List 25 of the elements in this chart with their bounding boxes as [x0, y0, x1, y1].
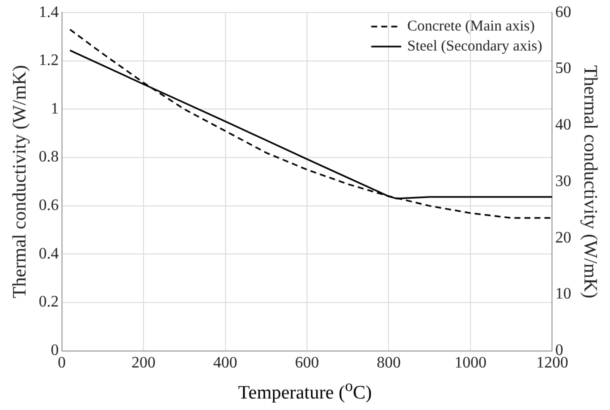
y2-tick-label: 30	[555, 172, 572, 190]
y2-tick-label: 40	[555, 116, 572, 134]
y2-tick-label: 60	[555, 4, 572, 21]
y-tick-label: 0.6	[38, 197, 59, 214]
x-tick-label: 1200	[536, 354, 568, 372]
x-tick-label: 400	[213, 354, 238, 372]
legend-label: Steel (Secondary axis)	[407, 38, 542, 55]
y-tick-label: 0.2	[38, 294, 59, 311]
y2-axis-title: Thermal conductivity (W/mK)	[580, 65, 601, 298]
x-tick-label: 1000	[454, 354, 486, 372]
x-tick-label: 600	[295, 354, 319, 372]
y2-tick-label: 20	[555, 229, 572, 246]
y-tick-label: 0.8	[38, 148, 59, 166]
y-tick-label: 1.2	[38, 52, 59, 70]
x-axis-title: Temperature ($^{o}$C)	[237, 378, 373, 404]
x-tick-label: 800	[376, 354, 401, 372]
x-tick-label: 200	[132, 354, 156, 372]
y-tick-label: 1	[50, 100, 59, 118]
y2-tick-label: 10	[555, 286, 572, 303]
y-tick-label: 1.4	[38, 4, 59, 21]
y-tick-label: 0.4	[38, 245, 59, 262]
y-tick-label: 0	[50, 342, 59, 360]
y-axis-title: Thermal conductivity (W/mK)	[9, 65, 30, 298]
legend-label: Concrete (Main axis)	[407, 18, 535, 35]
y2-tick-label: 50	[555, 60, 572, 78]
